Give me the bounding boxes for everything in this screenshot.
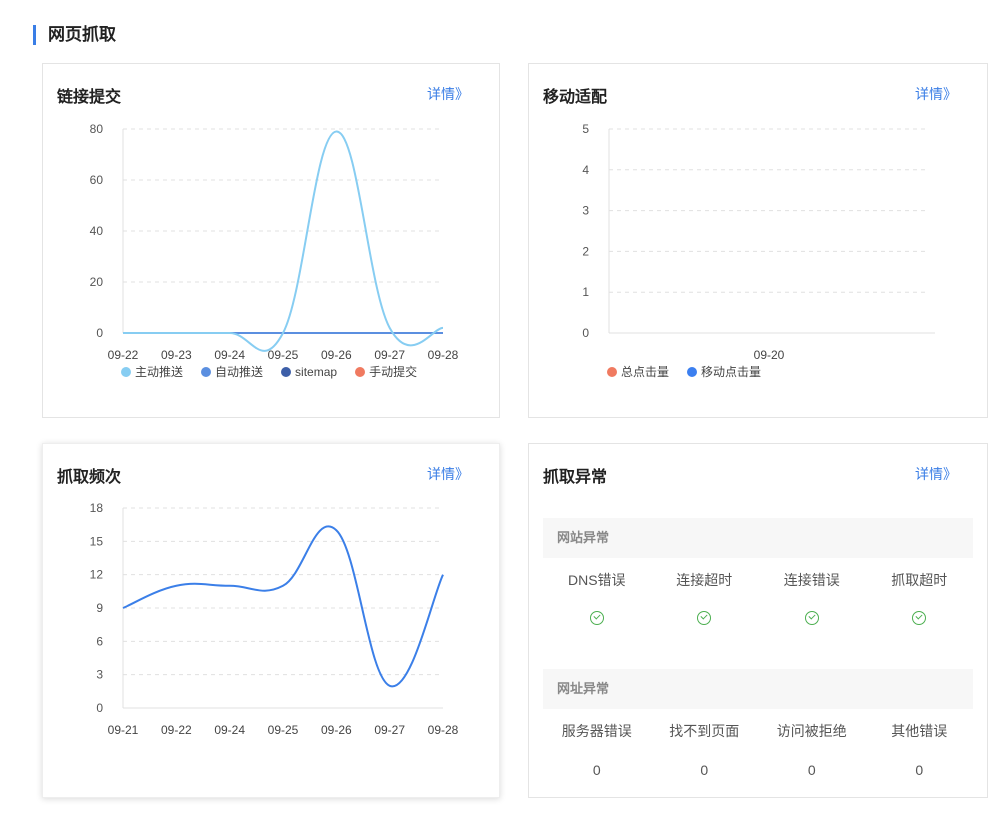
y-tick-label: 20 <box>90 275 104 289</box>
y-tick-label: 4 <box>582 163 589 177</box>
x-tick-label: 09-25 <box>268 348 299 362</box>
y-tick-label: 2 <box>582 244 589 258</box>
x-tick-label: 09-23 <box>161 348 192 362</box>
legend-dot-icon <box>607 366 617 377</box>
check-circle-icon <box>697 611 712 625</box>
x-tick-label: 09-22 <box>161 723 192 737</box>
legend-item[interactable]: 移动点击量 <box>687 363 761 380</box>
x-tick-label: 09-28 <box>428 723 459 737</box>
y-tick-label: 3 <box>582 204 589 218</box>
url-error-value: 0 <box>700 762 709 778</box>
url-error-label: 服务器错误 <box>561 723 632 739</box>
chart-link-submit: 0 20 40 60 80 09-22 09-23 09-24 09-25 09-26 09-27 0… <box>90 122 459 362</box>
legend-dot-icon <box>687 366 698 377</box>
card-title: 链接提交 <box>57 89 122 106</box>
card-title: 抓取异常 <box>543 469 608 486</box>
y-tick-label: 18 <box>90 501 104 515</box>
series-line <box>122 525 444 688</box>
x-tick-label: 09-24 <box>214 348 245 362</box>
y-tick-label: 80 <box>90 122 104 136</box>
y-tick-label: 9 <box>96 601 103 615</box>
x-tick-label: 09-26 <box>321 348 352 362</box>
y-tick-label: 0 <box>96 326 103 340</box>
detail-link[interactable]: 详情》 <box>915 86 957 102</box>
url-error-value: 0 <box>807 762 816 778</box>
x-tick-label: 09-20 <box>754 348 785 362</box>
url-error-label: 其他错误 <box>891 723 948 739</box>
section-title: 网页抓取 <box>33 25 116 45</box>
legend: 主动推送 自动推送 sitemap 手动提交 <box>121 363 417 380</box>
check-circle-icon <box>912 611 927 625</box>
card-title: 移动适配 <box>543 89 608 106</box>
url-error-label: 找不到页面 <box>669 723 740 739</box>
legend-label: 总点击量 <box>621 365 670 379</box>
y-tick-label: 60 <box>90 173 104 187</box>
url-error-value: 0 <box>915 762 924 778</box>
legend-dot-icon <box>281 366 292 377</box>
y-tick-label: 0 <box>582 326 589 340</box>
legend-item[interactable]: 主动推送 <box>121 363 183 380</box>
legend-item[interactable]: sitemap <box>281 363 337 380</box>
check-circle-icon <box>804 611 819 625</box>
site-error-label: 抓取超时 <box>891 572 948 588</box>
site-error-label: DNS错误 <box>567 572 626 588</box>
legend: 总点击量 移动点击量 <box>607 363 761 380</box>
legend-item[interactable]: 总点击量 <box>607 363 669 380</box>
y-tick-label: 1 <box>582 285 589 299</box>
legend-label: 手动提交 <box>369 365 418 379</box>
x-tick-label: 09-27 <box>374 348 405 362</box>
legend-dot-icon <box>201 366 212 377</box>
legend-label: 主动推送 <box>135 365 184 379</box>
x-tick-label: 09-24 <box>214 723 245 737</box>
card-crawl-error: 抓取异常 详情》 网站异常 DNS错误 连接超时 连接错误 抓取超时 网址异常 … <box>528 443 988 798</box>
detail-link[interactable]: 详情》 <box>915 466 957 482</box>
legend-dot-icon <box>121 366 131 377</box>
y-tick-label: 3 <box>96 668 103 682</box>
card-crawl-frequency: 抓取频次 详情》 0 3 6 9 12 15 18 09-21 09-22 09-24 09-25 0… <box>42 443 500 798</box>
site-error-group: 网站异常 <box>543 518 973 558</box>
y-tick-label: 6 <box>96 634 103 648</box>
x-tick-label: 09-28 <box>428 348 459 362</box>
site-error-label: 连接错误 <box>783 572 840 588</box>
legend-item[interactable]: 自动推送 <box>201 363 263 380</box>
check-circle-icon <box>589 611 604 625</box>
url-error-group: 网址异常 <box>543 669 973 709</box>
legend-label: 自动推送 <box>215 365 264 379</box>
site-error-label: 连接超时 <box>676 572 733 588</box>
url-error-label: 访问被拒绝 <box>776 723 847 739</box>
y-tick-label: 5 <box>582 122 589 136</box>
detail-link[interactable]: 详情》 <box>427 86 469 102</box>
legend-label: 移动点击量 <box>701 365 762 379</box>
x-tick-label: 09-27 <box>374 723 405 737</box>
y-tick-label: 40 <box>90 224 104 238</box>
detail-link[interactable]: 详情》 <box>427 466 469 482</box>
legend-dot-icon <box>355 366 366 377</box>
legend-label: sitemap <box>295 364 338 379</box>
y-tick-label: 0 <box>96 701 103 715</box>
series-line <box>123 130 444 352</box>
y-tick-label: 15 <box>90 534 104 548</box>
x-tick-label: 09-26 <box>321 723 352 737</box>
card-mobile: 移动适配 详情》 0 1 2 3 4 5 09-20 总点击量 移动点击量 <box>528 63 988 418</box>
card-link-submit: 链接提交 详情》 0 20 40 60 80 09-22 09-23 09-24 09-25 09… <box>42 63 500 418</box>
legend-item[interactable]: 手动提交 <box>355 363 417 380</box>
url-error-value: 0 <box>592 762 601 778</box>
card-title: 抓取频次 <box>57 469 122 486</box>
x-tick-label: 09-21 <box>108 723 139 737</box>
x-tick-label: 09-25 <box>268 723 299 737</box>
chart-mobile: 0 1 2 3 4 5 09-20 <box>582 122 935 362</box>
chart-crawl-frequency: 0 3 6 9 12 15 18 09-21 09-22 09-24 09-25 09-26 09-27… <box>90 501 459 737</box>
y-tick-label: 12 <box>90 568 104 582</box>
x-tick-label: 09-22 <box>108 348 139 362</box>
